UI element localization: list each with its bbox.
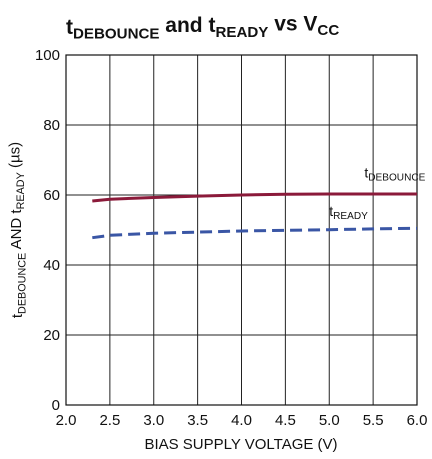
x-tick-label: 6.0 (407, 412, 428, 429)
series-label: tREADY (329, 203, 368, 222)
y-tick-label: 80 (43, 117, 60, 134)
y-tick-label: 20 (43, 327, 60, 344)
series-line (92, 192, 417, 203)
subscript: READY (333, 211, 368, 222)
subscript: DEBOUNCE (16, 253, 28, 314)
x-tick-label: 4.5 (275, 412, 296, 429)
x-tick-label: 3.0 (143, 412, 164, 429)
series-label: tDEBOUNCE (364, 165, 425, 184)
chart-title: tDEBOUNCE and tREADY vs VCC (66, 12, 339, 42)
text-run: AND t (8, 209, 25, 253)
text-run: t (329, 203, 333, 219)
text-run: t (66, 16, 73, 39)
plot-frame (65, 54, 418, 406)
series-line (92, 226, 418, 240)
subscript: CC (317, 22, 339, 39)
y-tick-label: 40 (43, 257, 60, 274)
y-tick-label: 100 (35, 47, 60, 64)
x-tick-label: 4.0 (231, 412, 252, 429)
y-tick-label: 60 (43, 187, 60, 204)
text-run: (µs) (6, 142, 23, 172)
x-axis-label: BIAS SUPPLY VOLTAGE (V) (144, 436, 337, 453)
x-tick-label: 5.0 (319, 412, 340, 429)
text-run: vs V (268, 12, 317, 35)
text-run: t (364, 165, 368, 181)
y-tick-label: 0 (52, 397, 60, 414)
x-tick-label: 2.5 (99, 412, 120, 429)
x-tick-label: 3.5 (187, 412, 208, 429)
subscript: DEBOUNCE (368, 173, 425, 184)
x-tick-label: 2.0 (56, 412, 77, 429)
subscript: DEBOUNCE (73, 26, 159, 43)
y-axis-label: tDEBOUNCE AND tREADY (µs) (6, 142, 28, 318)
subscript: READY (15, 172, 27, 209)
text-run: and t (159, 14, 215, 37)
text-run: BIAS SUPPLY VOLTAGE (V) (144, 436, 337, 453)
subscript: READY (215, 24, 268, 41)
x-tick-label: 5.5 (363, 412, 384, 429)
text-run: t (9, 313, 26, 318)
